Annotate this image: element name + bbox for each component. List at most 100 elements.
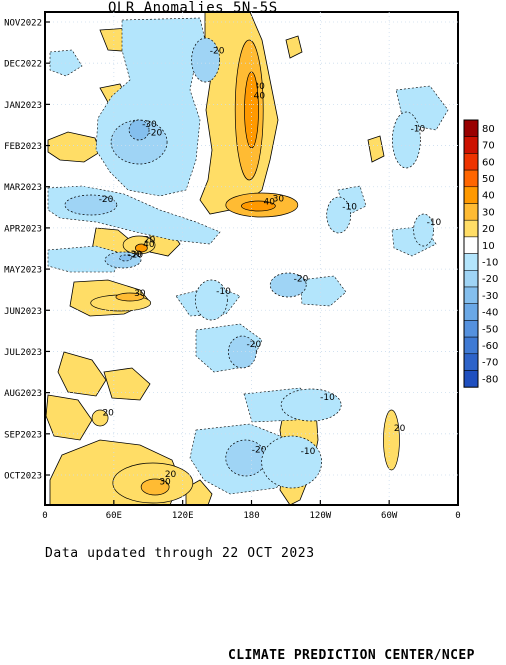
colorbar-label: 70	[482, 141, 495, 152]
anomaly-contour	[191, 37, 220, 83]
contour-label: 20	[394, 424, 406, 434]
colorbar-swatch	[463, 219, 479, 238]
anomaly-contour	[135, 243, 148, 253]
colorbar-label: -50	[482, 324, 498, 335]
contour-label: -10	[320, 393, 335, 403]
anomaly-contour	[413, 213, 434, 247]
colorbar: 80 70 60 50 40 30 20 10 -10 -20 -30 -40 -50 -60 -70 -80	[463, 119, 498, 388]
contour-label: -10	[216, 287, 231, 297]
x-tick-label: 0	[42, 511, 47, 521]
anomaly-contour	[280, 388, 342, 422]
anomaly-contour	[64, 194, 118, 216]
colorbar-swatch	[463, 136, 479, 154]
y-tick-label: FEB2023	[4, 142, 42, 152]
contour-label: -20	[147, 128, 162, 138]
anomaly-contour	[227, 335, 257, 369]
contour-label: -20	[247, 340, 262, 350]
colorbar-swatch	[463, 253, 479, 271]
contour-label: -10	[411, 125, 426, 135]
colorbar-swatch	[463, 336, 479, 355]
colorbar-label: 80	[482, 124, 495, 135]
y-tick-label: JUN2023	[4, 307, 42, 317]
contour-label: 20	[102, 409, 114, 419]
y-tick-label: NOV2022	[4, 19, 42, 29]
contour-label: -10	[301, 447, 316, 457]
colorbar-label: -40	[482, 308, 498, 319]
colorbar-swatch	[463, 169, 479, 188]
y-tick-label: MAY2023	[4, 266, 42, 276]
credit-label: CLIMATE PREDICTION CENTER/NCEP	[228, 648, 475, 663]
colorbar-swatch	[463, 186, 479, 204]
y-tick-label: MAR2023	[4, 183, 42, 193]
chart-title: OLR Anomalies 5N-5S	[108, 0, 278, 16]
colorbar-label: -60	[482, 341, 498, 352]
x-tick-label: 120E	[172, 511, 194, 521]
colorbar-label: -30	[482, 291, 498, 302]
contour-label: -30	[142, 120, 157, 130]
y-tick-label: JAN2023	[4, 101, 42, 111]
colorbar-label: 30	[482, 207, 495, 218]
anomaly-contour	[383, 409, 400, 471]
colorbar-swatch	[463, 370, 479, 388]
contour-label: 30	[134, 289, 146, 299]
contour-label: 40	[263, 198, 275, 208]
contour-label: 20	[144, 235, 156, 245]
data-updated-note: Data updated through 22 OCT 2023	[45, 546, 315, 561]
anomaly-contour	[118, 254, 132, 262]
colorbar-label: 40	[482, 191, 495, 202]
colorbar-label: -10	[482, 257, 498, 268]
colorbar-frame	[463, 119, 479, 388]
contour-label: -20	[99, 195, 114, 205]
colorbar-swatch	[463, 203, 479, 221]
x-tick-label: 180	[243, 511, 259, 521]
colorbar-swatch	[463, 286, 479, 304]
anomaly-contour	[241, 200, 276, 212]
contour-label: -20	[128, 251, 143, 261]
contour-label: 40	[254, 92, 266, 102]
y-tick-label: AUG2023	[4, 389, 42, 399]
y-tick-label: SEP2023	[4, 430, 42, 440]
colorbar-label: 60	[482, 157, 495, 168]
anomaly-contour	[128, 119, 150, 141]
y-tick-label: DEC2022	[4, 60, 42, 70]
contour-label: -20	[294, 274, 309, 284]
contour-label: 30	[159, 478, 171, 488]
anomaly-contour	[115, 292, 145, 302]
contour-label: 20	[165, 470, 177, 480]
x-tick-label: 60W	[381, 511, 398, 521]
x-axis: 0 60E 120E 180 120W 60W 0	[42, 500, 461, 521]
colorbar-swatch	[463, 119, 479, 137]
colorbar-label: 10	[482, 241, 495, 252]
anomaly-contour	[261, 435, 323, 489]
colorbar-label: 20	[482, 224, 495, 235]
anomaly-contour	[140, 478, 170, 496]
y-axis: NOV2022 DEC2022 JAN2023 FEB2023 MAR2023 APR20…	[4, 19, 50, 482]
colorbar-label: -70	[482, 358, 498, 369]
contour-label: 30	[253, 82, 265, 92]
contour-label: -10	[342, 203, 357, 213]
anomaly-contour	[326, 196, 352, 234]
contour-label: 40	[143, 240, 155, 250]
x-tick-label: 60E	[106, 511, 122, 521]
anomaly-contour	[91, 409, 109, 427]
colorbar-swatch	[463, 236, 479, 254]
colorbar-swatch	[463, 153, 479, 171]
contour-label: -10	[427, 218, 442, 228]
contour-label: -20	[252, 446, 267, 456]
contour-label: 30	[273, 194, 285, 204]
anomaly-contour	[269, 272, 307, 298]
x-tick-label: 0	[455, 511, 460, 521]
gridlines	[45, 12, 458, 505]
y-tick-label: APR2023	[4, 224, 42, 234]
contour-label: -20	[210, 46, 225, 56]
colorbar-label: -80	[482, 374, 498, 385]
colorbar-label: 50	[482, 174, 495, 185]
anomaly-contour	[392, 111, 421, 169]
colorbar-swatch	[463, 353, 479, 371]
colorbar-swatch	[463, 320, 479, 338]
anomaly-contour	[194, 279, 228, 321]
y-tick-label: JUL2023	[4, 348, 42, 358]
colorbar-swatch	[463, 303, 479, 321]
colorbar-swatch	[463, 270, 479, 288]
